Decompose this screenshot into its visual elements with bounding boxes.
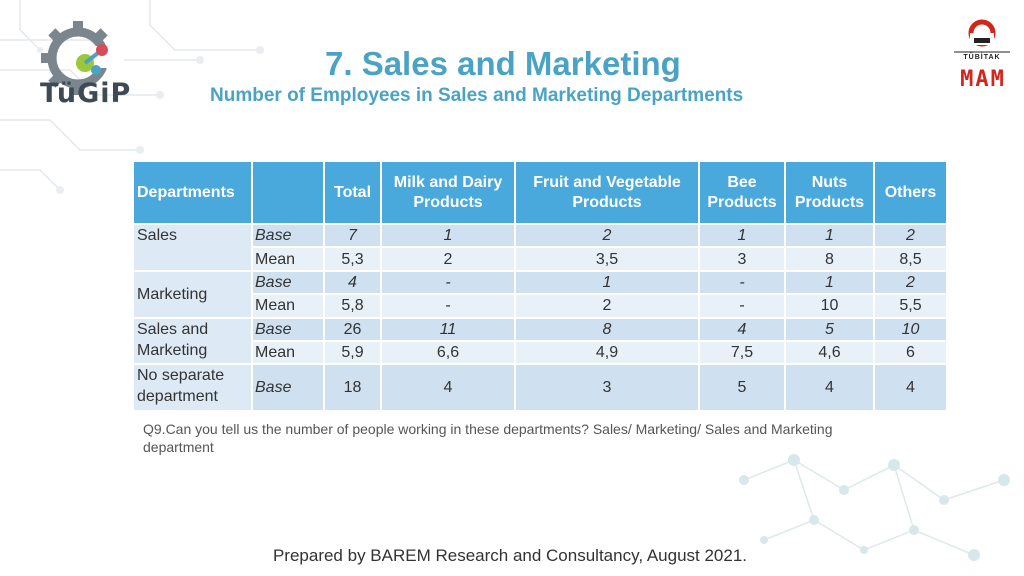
cell-nuts: 8	[785, 246, 875, 271]
header-total: Total	[324, 162, 382, 224]
cell-milk: 2	[381, 246, 516, 271]
cell-bee: 3	[699, 246, 786, 271]
row-kind: Mean	[252, 246, 325, 271]
tugip-gear-logo	[41, 21, 124, 95]
header-blank	[252, 162, 325, 224]
cell-others: 4	[874, 363, 948, 411]
department-label: Sales and Marketing	[134, 316, 253, 365]
cell-others: 8,5	[874, 246, 948, 271]
cell-nuts: 1	[785, 269, 875, 295]
department-label: Marketing	[134, 269, 253, 318]
cell-nuts: 4	[785, 363, 875, 411]
cell-milk: 1	[381, 222, 516, 248]
mam-text: MAM	[960, 67, 1006, 92]
cell-milk: -	[381, 269, 516, 295]
table-row: Mean 5,8 - 2 - 10 5,5	[134, 293, 948, 318]
cell-nuts: 5	[785, 316, 875, 341]
tugip-logo-text: TüGiP	[40, 78, 132, 109]
department-label: Sales	[134, 223, 253, 271]
cell-nuts: 4,6	[785, 339, 875, 365]
cell-bee: -	[699, 269, 786, 295]
cell-milk: 11	[381, 316, 516, 341]
header-milk-dairy: Milk and Dairy Products	[381, 162, 516, 224]
cell-fruit: 3	[515, 363, 700, 411]
footer-credit: Prepared by BAREM Research and Consultan…	[0, 546, 1024, 566]
cell-milk: -	[381, 293, 516, 318]
table-row: Marketing Base 4 - 1 - 1 2	[134, 269, 948, 318]
background-circuit-decoration	[0, 0, 264, 194]
footer-text: Prepared by BAREM Research and Consultan…	[272, 546, 748, 565]
question-note: Q9.Can you tell us the number of people …	[143, 421, 833, 455]
cell-fruit: 2	[515, 222, 700, 248]
cell-total: 7	[324, 222, 382, 248]
header-bee: Bee Products	[699, 162, 786, 224]
tubitak-emblem-icon	[954, 19, 1010, 53]
cell-nuts: 10	[785, 293, 875, 318]
cell-total: 5,3	[324, 246, 382, 271]
cell-bee: -	[699, 293, 786, 318]
header-nuts: Nuts Products	[785, 162, 875, 224]
cell-total: 5,9	[324, 339, 382, 365]
table-row: Mean 5,9 6,6 4,9 7,5 4,6 6	[134, 339, 948, 365]
cell-others: 10	[874, 316, 948, 341]
table-row: Sales Base 7 1 2 1 1 2	[134, 222, 948, 271]
cell-bee: 1	[699, 222, 786, 248]
cell-others: 6	[874, 339, 948, 365]
row-kind: Base	[252, 269, 325, 295]
page-subtitle: Number of Employees in Sales and Marketi…	[210, 85, 744, 106]
table-row: Mean 5,3 2 3,5 3 8 8,5	[134, 246, 948, 271]
cell-others: 2	[874, 222, 948, 248]
page-title: 7. Sales and Marketing	[325, 45, 681, 82]
header-departments: Departments	[134, 162, 253, 224]
cell-others: 2	[874, 269, 948, 295]
background-molecule-decoration	[739, 454, 1010, 561]
row-kind: Base	[252, 363, 325, 411]
cell-milk: 4	[381, 363, 516, 411]
cell-milk: 6,6	[381, 339, 516, 365]
employees-table: Departments Total Milk and Dairy Product…	[134, 162, 948, 411]
cell-fruit: 2	[515, 293, 700, 318]
header-others: Others	[874, 162, 948, 224]
cell-bee: 5	[699, 363, 786, 411]
table-header-row: Departments Total Milk and Dairy Product…	[134, 162, 948, 224]
cell-fruit: 3,5	[515, 246, 700, 271]
table-row: Sales and Marketing Base 26 11 8 4 5 10	[134, 316, 948, 365]
department-label: No separate department	[134, 363, 253, 411]
tubitak-mam-logo: TÜBİTAK MAM	[950, 16, 1014, 96]
cell-total: 18	[324, 363, 382, 411]
cell-bee: 4	[699, 316, 786, 341]
row-kind: Mean	[252, 293, 325, 318]
header-fruit-vegetable: Fruit and Vegetable Products	[515, 162, 700, 224]
cell-total: 26	[324, 316, 382, 341]
tubitak-text: TÜBİTAK	[963, 54, 1001, 61]
cell-total: 5,8	[324, 293, 382, 318]
row-kind: Base	[252, 316, 325, 341]
cell-fruit: 1	[515, 269, 700, 295]
row-kind: Base	[252, 222, 325, 248]
cell-fruit: 4,9	[515, 339, 700, 365]
cell-fruit: 8	[515, 316, 700, 341]
table-row: No separate department Base 18 4 3 5 4 4	[134, 363, 948, 411]
cell-others: 5,5	[874, 293, 948, 318]
cell-bee: 7,5	[699, 339, 786, 365]
cell-total: 4	[324, 269, 382, 295]
cell-nuts: 1	[785, 222, 875, 248]
row-kind: Mean	[252, 339, 325, 365]
